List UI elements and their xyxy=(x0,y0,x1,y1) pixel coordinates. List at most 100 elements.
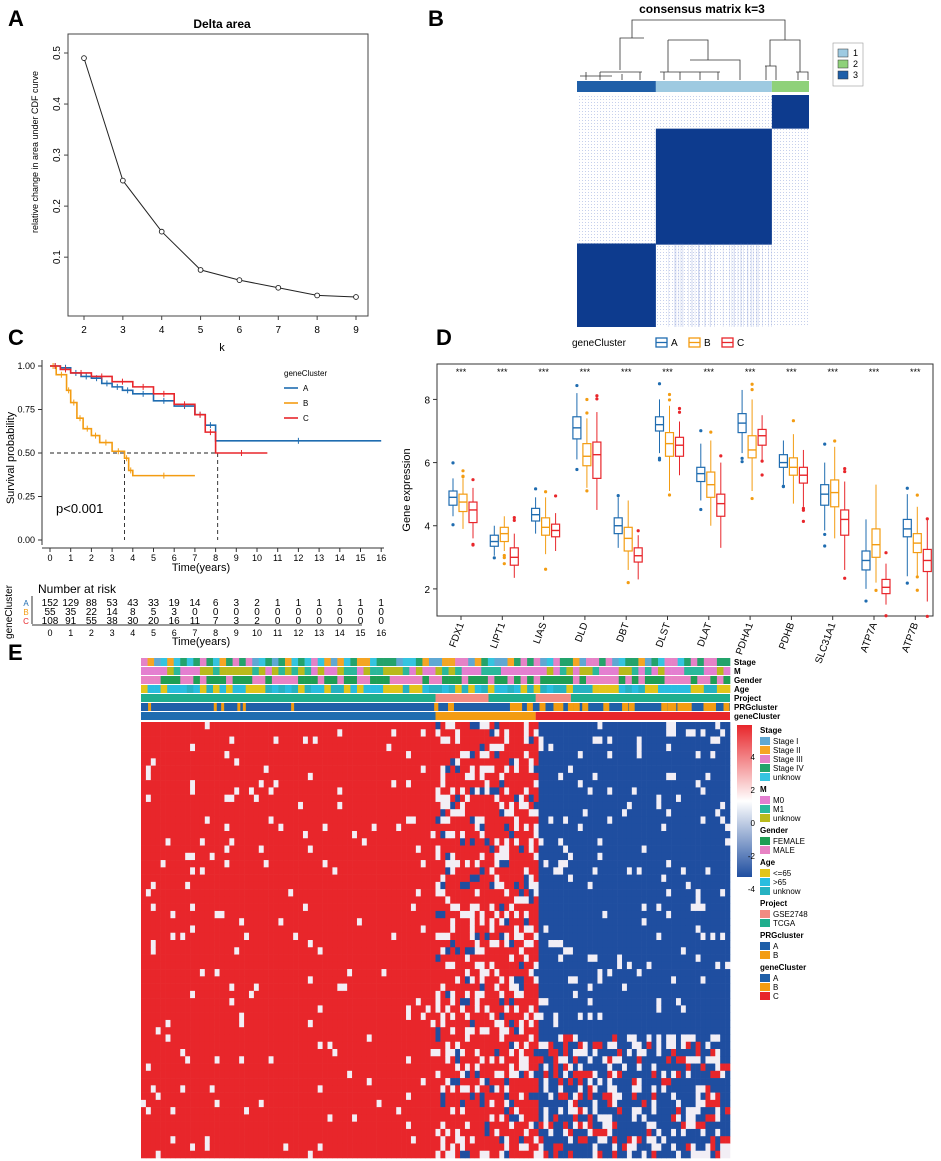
heat-cell xyxy=(317,947,323,955)
heat-cell xyxy=(415,874,422,883)
heat-cell xyxy=(327,1107,333,1115)
heat-cell xyxy=(253,932,260,941)
heat-cell xyxy=(155,1099,161,1108)
heat-cell xyxy=(248,1034,255,1043)
track-cell-M xyxy=(193,667,201,675)
heat-cell xyxy=(415,918,422,926)
heat-cell xyxy=(185,1078,191,1086)
heat-cell xyxy=(332,1056,338,1064)
heat-cell xyxy=(214,874,220,883)
heat-cell xyxy=(450,838,456,846)
heat-cell xyxy=(302,1034,309,1043)
heat-cell xyxy=(332,801,338,810)
heat-cell xyxy=(253,1143,260,1152)
track-cell-Age xyxy=(212,685,220,693)
heat-cell xyxy=(288,801,294,810)
heat-cell xyxy=(450,1107,456,1115)
panel-c-xtick-label: 15 xyxy=(355,553,365,563)
heat-cell xyxy=(229,860,235,868)
heat-cell xyxy=(361,940,368,948)
risk-table-xtick-label: 13 xyxy=(314,628,324,638)
heat-cell xyxy=(450,1019,456,1028)
heat-cell xyxy=(234,1005,240,1013)
heat-cell xyxy=(293,998,299,1006)
heat-cell xyxy=(425,794,431,803)
heat-cell xyxy=(425,896,431,904)
heat-cell xyxy=(312,823,318,832)
heat-cell xyxy=(165,1128,171,1137)
heat-cell xyxy=(263,903,269,912)
heat-cell xyxy=(204,780,211,788)
heat-cell xyxy=(283,1092,289,1101)
heat-cell xyxy=(455,932,461,941)
heat-cell xyxy=(352,910,358,919)
heat-cell xyxy=(337,867,343,875)
heat-cell xyxy=(381,765,387,774)
heat-cell xyxy=(273,860,279,868)
heat-cell xyxy=(450,816,456,825)
heat-cell xyxy=(396,990,402,999)
heat-cell xyxy=(293,860,299,868)
heat-cell xyxy=(185,1070,191,1079)
heat-cell xyxy=(337,1012,343,1021)
heat-cell xyxy=(366,925,372,934)
track-cell-Stage xyxy=(605,658,613,666)
heat-cell xyxy=(263,940,269,948)
heat-cell xyxy=(356,743,363,752)
heat-cell xyxy=(204,983,211,992)
heat-cell xyxy=(145,1099,152,1108)
heat-cell xyxy=(288,1070,294,1079)
heat-cell xyxy=(273,947,279,955)
heat-cell xyxy=(356,787,363,795)
heat-cell xyxy=(356,809,363,817)
heat-cell xyxy=(214,845,220,854)
heat-cell xyxy=(209,918,215,926)
heat-cell xyxy=(307,772,314,781)
track-cell-M xyxy=(690,667,698,675)
heat-cell xyxy=(180,961,186,970)
heat-cell xyxy=(415,1121,422,1130)
risk-table-cell: 55 xyxy=(86,616,98,627)
heat-cell xyxy=(401,1070,407,1079)
heat-cell xyxy=(464,976,471,984)
heat-cell xyxy=(248,874,255,883)
heat-cell xyxy=(430,1092,436,1101)
heat-cell xyxy=(307,918,314,926)
heat-cell xyxy=(283,1114,289,1122)
heat-cell xyxy=(199,998,206,1006)
heat-cell xyxy=(381,932,387,941)
track-cell-Age xyxy=(671,685,678,693)
heat-cell xyxy=(366,983,372,992)
heat-cell xyxy=(268,990,274,999)
heat-cell xyxy=(185,801,191,810)
track-prg-b xyxy=(582,703,589,711)
heat-cell xyxy=(170,751,176,759)
heat-cell xyxy=(224,758,230,766)
heat-cell xyxy=(239,961,245,970)
heat-cell xyxy=(283,1136,289,1144)
panel-c-xtick-label: 5 xyxy=(151,553,156,563)
heat-cell xyxy=(327,801,333,810)
heat-cell xyxy=(391,976,397,984)
heat-cell xyxy=(401,722,407,730)
heat-cell xyxy=(185,1136,191,1144)
heat-cell xyxy=(145,874,152,883)
panel-c-xtick-label: 1 xyxy=(68,553,73,563)
heat-cell xyxy=(361,1136,368,1144)
heat-cell xyxy=(165,1034,171,1043)
heat-cell xyxy=(460,1027,466,1035)
heat-cell xyxy=(322,954,328,963)
heat-cell xyxy=(239,925,245,934)
heat-cell xyxy=(322,860,328,868)
heat-cell xyxy=(273,874,279,883)
heat-cell xyxy=(356,1150,363,1159)
heat-cell xyxy=(356,940,363,948)
heat-cell xyxy=(420,1034,426,1043)
heat-cell xyxy=(386,940,392,948)
heat-cell xyxy=(317,722,323,730)
heat-cell xyxy=(293,772,299,781)
heat-cell xyxy=(219,896,225,904)
heat-cell xyxy=(406,809,412,817)
heat-cell xyxy=(332,1099,338,1108)
heat-cell xyxy=(445,809,451,817)
